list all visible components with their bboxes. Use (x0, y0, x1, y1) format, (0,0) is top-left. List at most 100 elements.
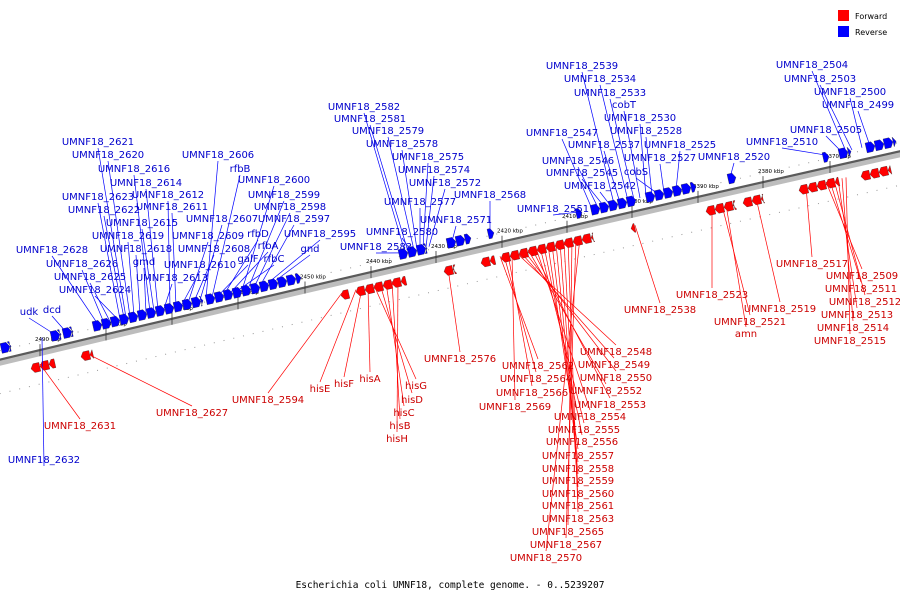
forward-gene-glyph (400, 276, 408, 286)
forward-gene-leader (543, 245, 583, 436)
reverse-gene-glyph (127, 311, 139, 324)
reverse-gene-label: UMNF18_2530 (604, 113, 676, 124)
reverse-gene-glyph (249, 282, 261, 295)
forward-gene-glyph (355, 285, 366, 297)
reverse-gene-label: UMNF18_2542 (564, 181, 636, 192)
reverse-gene-label: UMNF18_2619 (92, 231, 164, 242)
reverse-gene-glyph (181, 298, 193, 311)
reverse-gene-leader (363, 112, 406, 253)
reverse-gene-leader (387, 136, 415, 251)
reverse-gene-label: rfbC (264, 254, 285, 265)
forward-gene-glyph (518, 247, 529, 259)
forward-gene-label: UMNF18_2594 (232, 395, 304, 406)
forward-gene-label: UMNF18_2555 (548, 425, 620, 436)
reverse-gene-label: UMNF18_2625 (54, 272, 126, 283)
forward-gene-leader (39, 363, 81, 420)
forward-gene-glyph (590, 232, 596, 242)
forward-gene-leader (385, 282, 405, 407)
reverse-gene-leader (135, 254, 141, 315)
forward-gene-label: UMNF18_2513 (821, 310, 893, 321)
forward-gene-label: UMNF18_2627 (156, 408, 228, 419)
reverse-gene-leader (107, 160, 131, 317)
forward-gene-glyph (554, 239, 565, 251)
kbp-tick-label: 2490 kbp (35, 337, 61, 343)
reverse-gene-leader (849, 97, 863, 148)
reverse-gene-label: UMNF18_2615 (106, 218, 178, 229)
forward-gene-label: UMNF18_2548 (580, 347, 652, 358)
forward-gene-label: UMNF18_2512 (829, 297, 900, 308)
genome-backbone (0, 150, 900, 361)
gene-layer (0, 136, 897, 373)
reverse-gene-glyph (213, 291, 225, 303)
reverse-gene-glyph (846, 146, 852, 158)
reverse-gene-label: UMNF18_2545 (546, 168, 618, 179)
reverse-gene-label: UMNF18_2581 (334, 114, 406, 125)
reverse-gene-label: UMNF18_2620 (72, 150, 144, 161)
forward-gene-label: UMNF18_2552 (570, 386, 642, 397)
reverse-gene-label: cobT (612, 100, 637, 111)
forward-gene-label: hisB (389, 421, 410, 432)
forward-gene-label: UMNF18_2517 (776, 259, 848, 270)
forward-gene-leader (545, 237, 581, 552)
forward-gene-glyph (760, 193, 766, 204)
forward-gene-glyph (48, 358, 57, 369)
forward-gene-label: UMNF18_2566 (496, 388, 568, 399)
leader-layer (28, 70, 871, 552)
reverse-gene-leader (428, 188, 446, 247)
reverse-gene-label: UMNF18_2534 (564, 74, 636, 85)
reverse-gene-leader (89, 282, 111, 322)
legend-forward-swatch (838, 10, 849, 21)
reverse-gene-label: rfbA (258, 241, 279, 252)
forward-gene-label: UMNF18_2556 (546, 437, 618, 448)
reverse-gene-leader (577, 166, 599, 208)
reverse-gene-label: galF (237, 254, 258, 265)
reverse-gene-label: UMNF18_2600 (238, 175, 310, 186)
forward-gene-leader (567, 240, 579, 513)
reverse-gene-label: UMNF18_2578 (366, 139, 438, 150)
reverse-gene-leader (581, 71, 615, 205)
forward-gene-glyph (723, 200, 734, 212)
reverse-gene-glyph (689, 182, 697, 193)
forward-gene-label: UMNF18_2550 (580, 373, 652, 384)
kbp-tick-label: 2400 kbp (627, 199, 653, 205)
forward-gene-glyph (860, 170, 871, 181)
forward-gene-glyph (751, 194, 762, 206)
forward-gene-glyph (714, 202, 725, 214)
reverse-gene-label: UMNF18_2539 (546, 61, 618, 72)
reverse-gene-leader (187, 241, 209, 304)
reverse-gene-glyph (873, 139, 885, 151)
reverse-gene-label: UMNF18_2525 (644, 140, 716, 151)
reverse-gene-leader (97, 147, 127, 318)
forward-gene-leader (511, 253, 516, 401)
reverse-gene-label: UMNF18_2606 (182, 150, 254, 161)
reverse-gene-label: rfbD (247, 229, 269, 240)
reverse-gene-leader (141, 228, 155, 312)
reverse-gene-leader (223, 239, 259, 295)
forward-gene-leader (85, 352, 193, 407)
reverse-gene-leader (623, 110, 641, 199)
reverse-gene-glyph (397, 248, 409, 260)
reverse-gene-label: UMNF18_2623 (62, 192, 134, 203)
reverse-gene-glyph (625, 195, 637, 208)
forward-gene-glyph (30, 362, 41, 373)
kbp-tick-label: 2370 kbp (825, 154, 851, 160)
reverse-gene-label: dcd (43, 305, 61, 316)
forward-gene-glyph (732, 200, 738, 210)
forward-gene-glyph (869, 167, 880, 179)
kbp-tick-label: 2440 kbp (366, 259, 392, 265)
forward-gene-leader (319, 289, 357, 383)
reverse-gene-leader (253, 212, 291, 288)
reverse-gene-leader (811, 70, 847, 152)
forward-gene-label: UMNF18_2554 (554, 412, 626, 423)
reverse-gene-label: UMNF18_2520 (698, 152, 770, 163)
reverse-gene-glyph (172, 300, 184, 313)
reverse-gene-glyph (118, 313, 130, 326)
reverse-gene-label: UMNF18_2580 (366, 227, 438, 238)
forward-gene-label: UMNF18_2549 (578, 360, 650, 371)
reverse-gene-glyph (574, 208, 583, 219)
forward-gene-leader (379, 283, 413, 394)
legend: Forward Reverse (838, 10, 887, 37)
reverse-gene-leader (229, 251, 269, 294)
reverse-gene-leader (599, 84, 629, 201)
